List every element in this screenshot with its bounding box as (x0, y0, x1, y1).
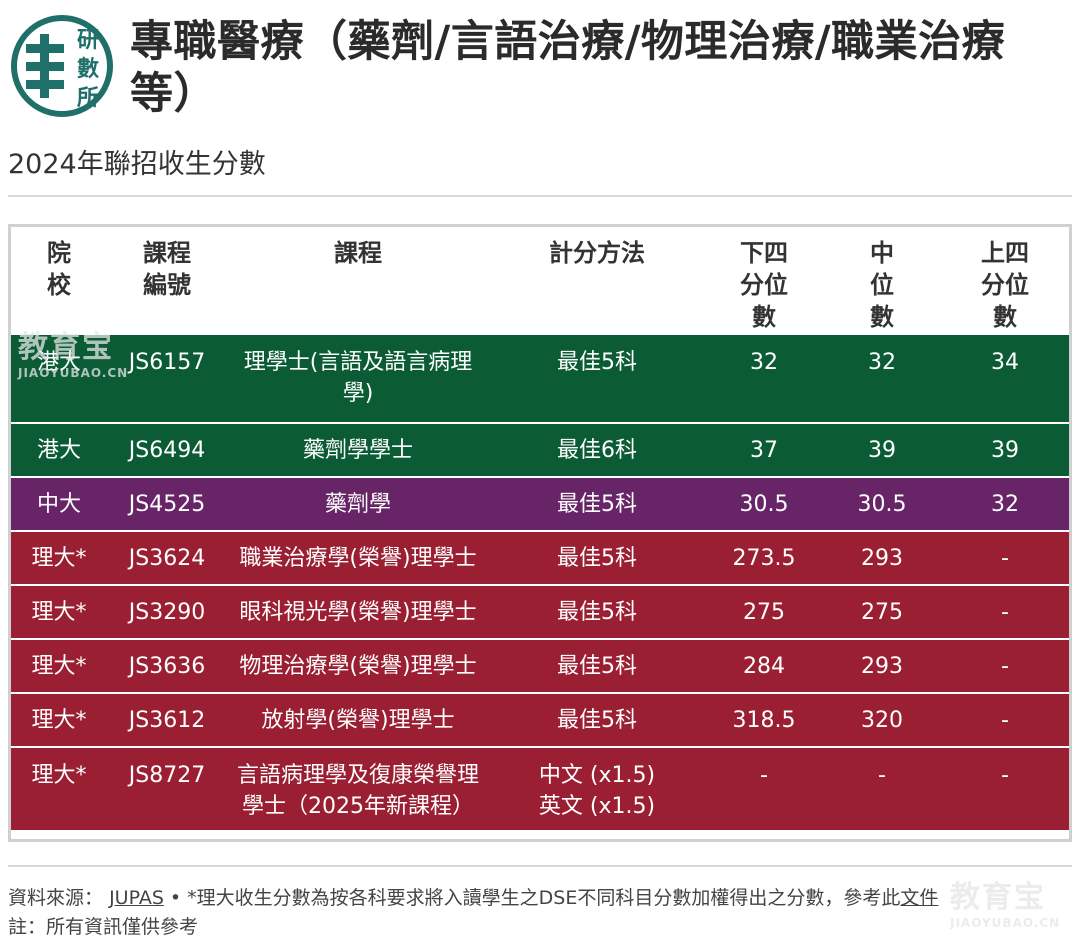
table-header-row: 院校 課程 編號 課程 計分方法 下四 分位數 中位數 上四 分位數 (11, 227, 1069, 335)
cell-upper-quartile: 39 (941, 423, 1069, 478)
cell-institution: 中大 (11, 477, 107, 532)
cell-course-code: JS4525 (107, 477, 227, 532)
cell-course-name: 理學士(言語及語言病理學) (227, 335, 489, 424)
col-header-median: 中位數 (870, 239, 894, 331)
cell-course-code: JS3624 (107, 531, 227, 586)
scores-table-container: 院校 課程 編號 課程 計分方法 下四 分位數 中位數 上四 分位數 港大 JS6157… (8, 224, 1072, 842)
page-title: 專職醫療（藥劑/言語治療/物理治療/職業治療等） (130, 17, 1006, 119)
col-header-scoring-method: 計分方法 (549, 239, 645, 267)
cell-scoring-method: 中文 (x1.5) 英文 (x1.5) (489, 747, 705, 832)
footer: 資料來源： JUPAS • *理大收生分數為按各科要求將入讀學生之DSE不同科目… (8, 884, 1072, 942)
page-subtitle: 2024年聯招收生分數 (8, 149, 266, 180)
cell-median: 293 (823, 639, 941, 694)
table-body: 港大 JS6157 理學士(言語及語言病理學) 最佳5科 32 32 34 港大 JS6494 藥… (11, 335, 1069, 832)
cell-course-name: 言語病理學及復康榮譽理學士（2025年新課程） (227, 747, 489, 832)
cell-median: 293 (823, 531, 941, 586)
cell-course-code: JS3636 (107, 639, 227, 694)
table-row: 中大 JS4525 藥劑學 最佳5科 30.5 30.5 32 (11, 477, 1069, 532)
col-header-course: 課程 (334, 239, 382, 267)
cell-upper-quartile: - (941, 639, 1069, 694)
cell-upper-quartile: 34 (941, 335, 1069, 424)
cell-institution: 理大* (11, 639, 107, 694)
logo-icon: 研 數 所 (11, 15, 113, 117)
cell-institution: 港大 (11, 423, 107, 478)
col-header-lower-quartile: 下四 分位數 (740, 239, 788, 331)
document-link[interactable]: 文件 (900, 887, 939, 909)
source-line: 資料來源： JUPAS • *理大收生分數為按各科要求將入讀學生之DSE不同科目… (8, 884, 1072, 913)
col-header-course-code: 課程 編號 (143, 239, 191, 299)
col-header-institution: 院校 (47, 239, 71, 299)
cell-scoring-method: 最佳6科 (489, 423, 705, 478)
cell-median: 39 (823, 423, 941, 478)
cell-scoring-method: 最佳5科 (489, 477, 705, 532)
cell-upper-quartile: - (941, 531, 1069, 586)
cell-course-code: JS3290 (107, 585, 227, 640)
col-header-upper-quartile: 上四 分位數 (981, 239, 1029, 331)
logo-char-1: 研 (77, 28, 99, 53)
cell-course-name: 物理治療學(榮譽)理學士 (227, 639, 489, 694)
cell-scoring-method: 最佳5科 (489, 531, 705, 586)
cell-lower-quartile: 284 (705, 639, 823, 694)
cell-lower-quartile: - (705, 747, 823, 832)
table-row: 理大* JS3290 眼科視光學(榮譽)理學士 最佳5科 275 275- (11, 585, 1069, 640)
cell-median: 275 (823, 585, 941, 640)
divider (8, 865, 1072, 867)
cell-median: 30.5 (823, 477, 941, 532)
page-header: 研 數 所 專職醫療（藥劑/言語治療/物理治療/職業治療等） (8, 8, 1072, 128)
disclaimer: 註：所有資訊僅供參考 (8, 916, 199, 938)
source-label: 資料來源： (8, 887, 104, 909)
cell-upper-quartile: - (941, 747, 1069, 832)
cell-course-code: JS6494 (107, 423, 227, 478)
cell-course-name: 眼科視光學(榮譽)理學士 (227, 585, 489, 640)
table-row: 港大 JS6494 藥劑學學士 最佳6科 37 39 39 (11, 423, 1069, 478)
cell-institution: 理大* (11, 585, 107, 640)
cell-course-name: 藥劑學 (227, 477, 489, 532)
cell-course-name: 藥劑學學士 (227, 423, 489, 478)
cell-lower-quartile: 275 (705, 585, 823, 640)
cell-scoring-method: 最佳5科 (489, 693, 705, 748)
cell-lower-quartile: 37 (705, 423, 823, 478)
cell-course-name: 放射學(榮譽)理學士 (227, 693, 489, 748)
cell-scoring-method: 最佳5科 (489, 335, 705, 424)
cell-institution: 理大* (11, 747, 107, 832)
table-row: 理大* JS3624 職業治療學(榮譽)理學士 最佳5科 273.5 293- (11, 531, 1069, 586)
table-row: 港大 JS6157 理學士(言語及語言病理學) 最佳5科 32 32 34 (11, 335, 1069, 424)
cell-median: 32 (823, 335, 941, 424)
cell-upper-quartile: - (941, 585, 1069, 640)
cell-scoring-method: 最佳5科 (489, 639, 705, 694)
cell-lower-quartile: 318.5 (705, 693, 823, 748)
cell-institution: 理大* (11, 531, 107, 586)
divider (8, 195, 1072, 197)
cell-course-code: JS6157 (107, 335, 227, 424)
cell-median: - (823, 747, 941, 832)
jupas-link[interactable]: JUPAS (109, 887, 164, 909)
cell-course-name: 職業治療學(榮譽)理學士 (227, 531, 489, 586)
table-row: 理大* JS8727 言語病理學及復康榮譽理學士（2025年新課程） 中文 (x1.5… (11, 747, 1069, 832)
weighting-note: • *理大收生分數為按各科要求將入讀學生之DSE不同科目分數加權得出之分數，參考… (163, 887, 901, 909)
cell-course-code: JS8727 (107, 747, 227, 832)
scores-table: 院校 課程 編號 課程 計分方法 下四 分位數 中位數 上四 分位數 港大 JS6157… (11, 227, 1069, 832)
cell-upper-quartile: - (941, 693, 1069, 748)
cell-institution: 港大 (11, 335, 107, 424)
cell-median: 320 (823, 693, 941, 748)
cell-institution: 理大* (11, 693, 107, 748)
logo-char-3: 所 (77, 86, 99, 111)
cell-lower-quartile: 273.5 (705, 531, 823, 586)
cell-lower-quartile: 32 (705, 335, 823, 424)
cell-scoring-method: 最佳5科 (489, 585, 705, 640)
logo-char-2: 數 (77, 57, 99, 82)
cell-course-code: JS3612 (107, 693, 227, 748)
table-row: 理大* JS3612 放射學(榮譽)理學士 最佳5科 318.5 320- (11, 693, 1069, 748)
cell-lower-quartile: 30.5 (705, 477, 823, 532)
table-row: 理大* JS3636 物理治療學(榮譽)理學士 最佳5科 284 293- (11, 639, 1069, 694)
cell-upper-quartile: 32 (941, 477, 1069, 532)
